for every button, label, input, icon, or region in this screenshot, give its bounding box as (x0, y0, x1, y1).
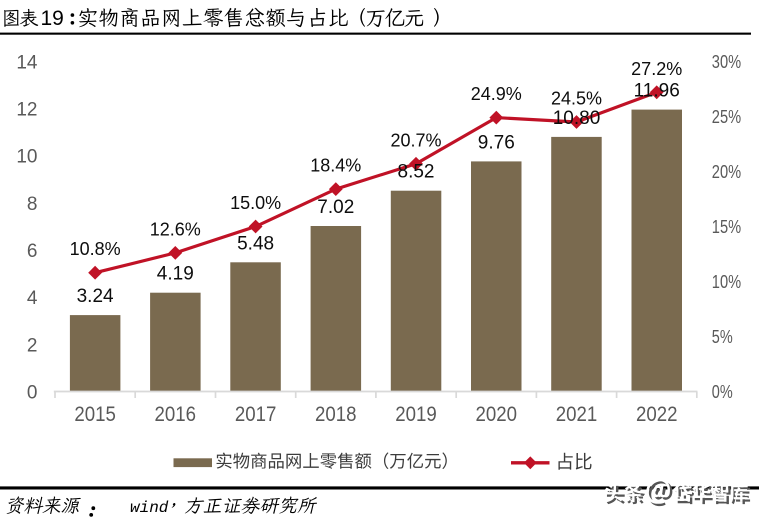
svg-text:0: 0 (27, 382, 38, 403)
svg-text:15%: 15% (712, 217, 741, 237)
svg-text:2020: 2020 (476, 403, 518, 426)
svg-text:2016: 2016 (155, 403, 197, 426)
svg-text:10.8%: 10.8% (70, 239, 121, 259)
svg-text:2022: 2022 (636, 403, 678, 426)
svg-text:10%: 10% (712, 272, 741, 292)
svg-text:20%: 20% (712, 162, 741, 182)
svg-text:4: 4 (27, 288, 38, 309)
svg-text:9.76: 9.76 (478, 132, 515, 153)
svg-text:2018: 2018 (315, 403, 357, 426)
svg-text:8: 8 (27, 194, 38, 215)
svg-text:2021: 2021 (556, 403, 598, 426)
svg-text:5%: 5% (712, 327, 733, 347)
svg-text:24.5%: 24.5% (551, 89, 602, 109)
svg-text:15.0%: 15.0% (230, 193, 281, 213)
svg-text:6: 6 (27, 241, 38, 262)
svg-text:20.7%: 20.7% (390, 130, 441, 150)
svg-text:3.24: 3.24 (77, 286, 114, 307)
svg-text:10.80: 10.80 (553, 108, 601, 129)
svg-text:12: 12 (16, 100, 37, 121)
svg-text:2: 2 (27, 335, 38, 356)
svg-text:25%: 25% (712, 107, 741, 127)
svg-text:wind: wind (130, 499, 169, 517)
svg-text:27.2%: 27.2% (631, 59, 682, 79)
svg-text:0%: 0% (712, 382, 733, 402)
svg-text:4.19: 4.19 (157, 264, 194, 285)
svg-text:19: 19 (41, 7, 64, 30)
svg-text:18.4%: 18.4% (310, 156, 361, 176)
svg-text:30%: 30% (712, 52, 741, 72)
svg-text:2019: 2019 (395, 403, 437, 426)
svg-text:2015: 2015 (74, 403, 116, 426)
svg-text:8.52: 8.52 (398, 162, 435, 183)
svg-text:24.9%: 24.9% (471, 84, 522, 104)
svg-text:7.02: 7.02 (317, 197, 354, 218)
svg-text:10: 10 (16, 147, 37, 168)
svg-text:14: 14 (16, 52, 38, 73)
svg-text:11.96: 11.96 (634, 81, 680, 102)
svg-text:5.48: 5.48 (237, 233, 274, 254)
svg-text:2017: 2017 (235, 403, 277, 426)
svg-text:12.6%: 12.6% (150, 219, 201, 239)
